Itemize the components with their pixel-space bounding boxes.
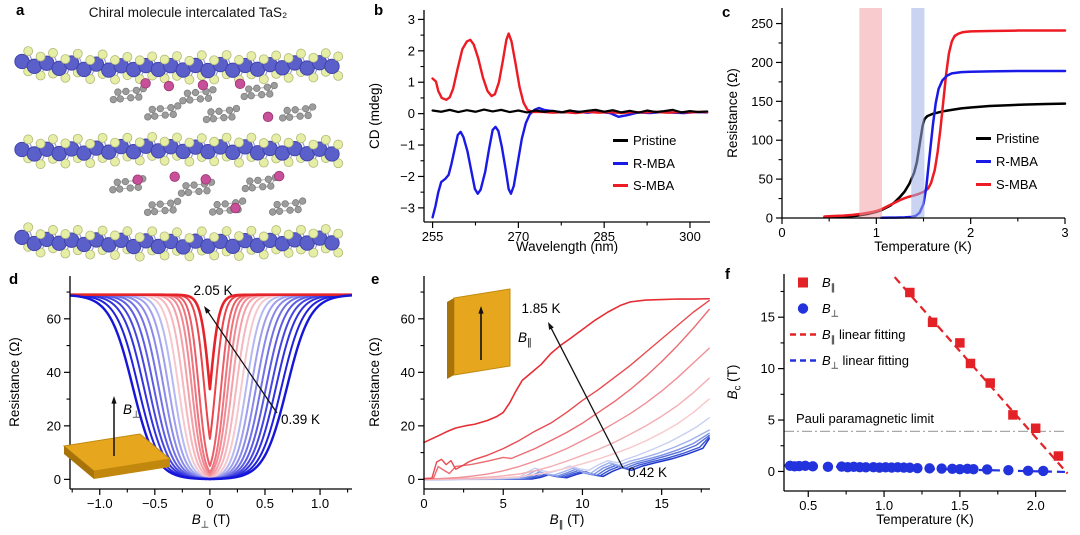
svg-text:−2: −2: [400, 169, 415, 184]
svg-text:40: 40: [401, 365, 415, 380]
panel-b-cd-spectra-chart: 255 270 285 300 −3 −2 −1 0 1 2 3 Wavelength (nm) CD …: [360, 0, 720, 262]
svg-text:60: 60: [47, 311, 61, 326]
panel-label-b: b: [374, 2, 384, 19]
svg-text:3: 3: [408, 12, 415, 27]
svg-text:20: 20: [401, 418, 415, 433]
svg-text:15: 15: [654, 496, 668, 511]
panel-f-critical-field-chart: 0.5 1.0 1.5 2.0 0 5 10 15 Temperature (K) Bc (T) B…: [720, 262, 1080, 535]
panel-label-c: c: [722, 4, 731, 21]
svg-text:1.5: 1.5: [951, 498, 969, 513]
svg-text:50: 50: [759, 172, 773, 187]
svg-text:Wavelength (nm): Wavelength (nm): [516, 239, 618, 254]
svg-text:1.0: 1.0: [875, 498, 893, 513]
svg-text:2.05 K: 2.05 K: [193, 283, 232, 298]
svg-text:0.39 K: 0.39 K: [281, 412, 320, 427]
svg-text:CD (mdeg): CD (mdeg): [367, 83, 382, 149]
svg-text:Resistance (Ω): Resistance (Ω): [367, 337, 382, 427]
panel-label-e: e: [371, 271, 380, 288]
svg-text:Resistance (Ω): Resistance (Ω): [725, 68, 740, 158]
svg-text:B⊥: B⊥: [123, 402, 140, 421]
svg-text:S-MBA: S-MBA: [633, 178, 675, 193]
svg-text:R-MBA: R-MBA: [633, 156, 675, 171]
panel-a-title: Chiral molecule intercalated TaS₂: [88, 5, 288, 20]
svg-text:B⊥: B⊥: [822, 301, 839, 319]
panel-d-resistance-bperp-chart: −1.0 −0.5 0 0.5 1.0 0 20 40 60 B⊥ (T) Resistance (…: [0, 262, 360, 535]
svg-text:5: 5: [768, 413, 775, 428]
svg-text:B⊥ (T): B⊥ (T): [192, 512, 230, 531]
svg-text:0: 0: [206, 496, 213, 511]
svg-text:5: 5: [500, 496, 507, 511]
svg-text:Temperature (K): Temperature (K): [874, 239, 972, 254]
svg-text:B∥ linear fitting: B∥ linear fitting: [822, 327, 905, 345]
svg-text:150: 150: [751, 94, 773, 109]
svg-text:100: 100: [751, 133, 773, 148]
svg-text:Temperature (K): Temperature (K): [876, 512, 974, 527]
svg-text:−1.0: −1.0: [87, 496, 113, 511]
svg-text:270: 270: [508, 229, 530, 244]
svg-text:−3: −3: [400, 200, 415, 215]
svg-text:255: 255: [422, 229, 444, 244]
svg-text:0: 0: [54, 472, 61, 487]
svg-text:0: 0: [408, 472, 415, 487]
svg-text:60: 60: [401, 311, 415, 326]
svg-text:40: 40: [47, 365, 61, 380]
svg-text:2: 2: [967, 225, 974, 240]
svg-text:0: 0: [420, 496, 427, 511]
svg-text:1.85 K: 1.85 K: [521, 301, 560, 316]
svg-text:B∥: B∥: [518, 330, 532, 349]
svg-text:0: 0: [778, 225, 785, 240]
svg-text:285: 285: [593, 229, 615, 244]
svg-text:R-MBA: R-MBA: [996, 154, 1038, 169]
svg-text:15: 15: [761, 310, 775, 325]
svg-text:B∥: B∥: [822, 275, 835, 293]
svg-text:0.5: 0.5: [799, 498, 817, 513]
svg-text:1: 1: [408, 75, 415, 90]
svg-text:B∥ (T): B∥ (T): [550, 512, 585, 531]
svg-text:300: 300: [679, 229, 701, 244]
svg-text:20: 20: [47, 418, 61, 433]
svg-text:Resistance (Ω): Resistance (Ω): [7, 337, 22, 427]
svg-text:3: 3: [1061, 225, 1068, 240]
svg-text:0.5: 0.5: [256, 496, 274, 511]
svg-text:2.0: 2.0: [1027, 498, 1045, 513]
svg-text:0.42 K: 0.42 K: [628, 465, 667, 480]
svg-text:Pristine: Pristine: [996, 131, 1039, 146]
svg-text:S-MBA: S-MBA: [996, 177, 1038, 192]
svg-text:1.0: 1.0: [311, 496, 329, 511]
svg-text:Pauli paramagnetic limit: Pauli paramagnetic limit: [796, 411, 934, 426]
panel-label-f: f: [725, 266, 730, 283]
panel-a-structure: [0, 0, 360, 262]
svg-text:−0.5: −0.5: [142, 496, 168, 511]
svg-text:250: 250: [751, 16, 773, 31]
panel-c-resistance-temperature-chart: 0 1 2 3 0 50 100 150 200 250 Temperature (K) Resist…: [720, 0, 1080, 262]
panel-e-resistance-bpar-chart: 0 5 10 15 0 20 40 60 B∥ (T) Resistance (Ω) B∥ 1.85 …: [360, 262, 720, 535]
svg-text:0: 0: [408, 106, 415, 121]
svg-text:200: 200: [751, 55, 773, 70]
svg-text:1: 1: [873, 225, 880, 240]
svg-text:Bc (T): Bc (T): [725, 365, 744, 400]
svg-text:10: 10: [575, 496, 589, 511]
svg-text:0: 0: [768, 464, 775, 479]
svg-text:2: 2: [408, 43, 415, 58]
svg-text:Pristine: Pristine: [633, 133, 676, 148]
svg-text:0: 0: [766, 211, 773, 226]
panel-label-d: d: [9, 271, 19, 288]
svg-text:10: 10: [761, 361, 775, 376]
panel-label-a: a: [16, 2, 25, 19]
svg-text:−1: −1: [400, 138, 415, 153]
svg-text:B⊥ linear fitting: B⊥ linear fitting: [822, 353, 909, 371]
